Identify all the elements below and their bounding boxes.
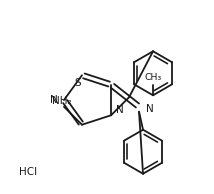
Text: CH₃: CH₃ xyxy=(144,73,162,82)
Text: N: N xyxy=(50,95,58,105)
Text: S: S xyxy=(75,78,81,88)
Text: NH₂: NH₂ xyxy=(52,96,72,106)
Text: N: N xyxy=(146,104,154,114)
Text: N: N xyxy=(116,105,124,115)
Text: HCl: HCl xyxy=(19,167,37,177)
